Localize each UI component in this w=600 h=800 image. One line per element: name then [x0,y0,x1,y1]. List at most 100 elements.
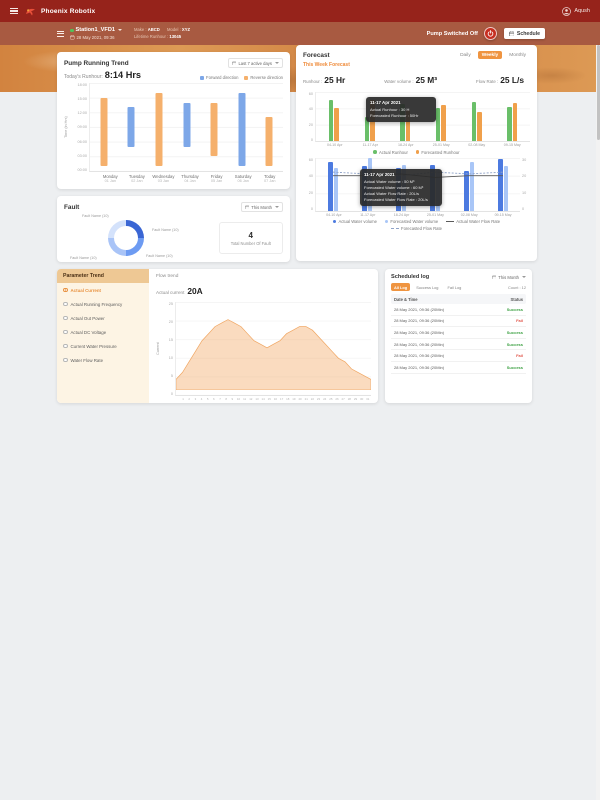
chart-bar[interactable] [328,100,334,141]
chart-bar-group[interactable] [486,158,520,211]
metric-label: Water volume : [384,79,414,84]
station-selector[interactable]: Station1_VFD1 28 May 2021, 09:36 [70,27,122,40]
pump-run-bar[interactable] [183,102,191,147]
log-datetime: 28 May 2021, 09:36 (20Min) [394,329,445,335]
legend-item: Forward direction [200,75,238,80]
runhour-chart-legend: Actual Runhour Forecasted Runhour [303,150,530,155]
range-dropdown[interactable]: This Month [491,274,526,280]
radio-icon [63,329,68,335]
y-tick-label: 09:00 [77,125,87,130]
station-online-dot [70,28,74,32]
calendar-icon [491,275,497,280]
param-item-current-water-pressure[interactable]: Current Water Pressure [57,339,149,353]
param-item-actual-running-frequency[interactable]: Actual Running Frequency [57,297,149,311]
chart-bar[interactable] [328,161,333,211]
tab-daily[interactable]: Daily [460,52,471,58]
param-item-actual-current[interactable]: Actual Current [57,283,149,297]
parameter-list-panel: Parameter Trend Actual Current Actual Run… [57,269,149,403]
range-dropdown[interactable]: Last 7 active days [227,58,283,68]
chart-day-column [255,83,283,171]
table-row: 28 May 2021, 09:36 (20Min) Success [391,362,526,374]
calendar-icon [508,31,515,37]
x-axis-labels: 04-10 Apr 11-17 Apr 18-24 Apr 25-01 May 02-0… [317,213,520,217]
log-tab-fail-log[interactable]: Fail Log [447,284,462,290]
tab-monthly[interactable]: Monthly [509,52,526,58]
model-value: XYZ [181,26,191,32]
chart-bar-group[interactable] [459,92,495,141]
y-axis-ticks: 25 20 15 10 5 0 [165,302,175,396]
param-item-water-flow-rate[interactable]: Water Flow Rate [57,353,149,367]
chart-bar[interactable] [498,159,503,211]
tab-weekly[interactable]: Weekly [477,51,503,59]
param-item-actual-dc-voltage[interactable]: Actual DC Voltage [57,325,149,339]
chart-bar[interactable] [477,112,482,141]
chart-bar[interactable] [469,161,474,211]
legend-swatch [415,150,420,154]
chart-bar[interactable] [464,170,469,211]
chart-bar[interactable] [512,103,518,141]
y-tick-label: 0 [310,137,313,142]
y-tick-label: 40 [308,174,313,179]
log-tab-success-log[interactable]: Success Log [416,284,439,290]
chart-bar[interactable] [507,106,512,141]
range-dropdown[interactable]: This Month [240,202,283,212]
chart-bar-group[interactable] [452,158,486,211]
x-axis-label: Thursday 04 Jan [181,174,199,183]
chart-bar[interactable] [441,105,446,141]
y-tick-label: 20 [308,122,313,127]
table-row: 28 May 2021, 09:36 (20Min) Success [391,339,526,351]
chart-bar[interactable] [471,101,477,141]
forecast-subtitle: This Week Forecast [303,62,350,68]
chart-bar-group[interactable] [316,92,352,141]
chart-bar[interactable] [333,168,338,211]
y-tick-label: 25 [168,302,173,306]
chart-bar[interactable] [400,104,405,141]
chart-day-column [200,83,228,171]
legend-item: Forecasted Water volume [384,219,438,224]
pump-run-bar[interactable] [238,92,246,167]
tooltip-line: Forecasted Water Flow Rate : 20L/s [364,196,428,202]
log-datetime: 28 May 2021, 09:36 (20Min) [394,318,445,324]
power-toggle-button[interactable] [483,27,497,40]
radio-icon [63,301,68,307]
x-tick-label: 10 [236,397,241,401]
x-tick-label: 13 [255,397,259,401]
donut-slice-label: Fault Name (10) [82,214,109,218]
menu-icon[interactable] [10,7,18,15]
chart-bar[interactable] [334,108,339,141]
today-runhour-value: 8:14 Hrs [104,70,142,80]
x-axis-label: 18-24 Apr [397,143,414,147]
chart-bar-group[interactable] [316,158,350,211]
pump-run-bar[interactable] [127,107,135,147]
chart-bar-group[interactable] [387,92,423,141]
chart-bar[interactable] [364,116,369,141]
lifetime-runhour-label: Lifetime Runhour : [133,33,169,39]
tooltip-line: Actual Water volume : 50 M³ [364,178,415,184]
x-axis-label: Wednesday 03 Jan [152,174,175,183]
chart-bar[interactable] [503,166,508,211]
chart-bar-group[interactable] [423,92,459,141]
pump-run-bar[interactable] [100,97,108,167]
y-tick-label: 10 [522,190,527,195]
status-badge: Fail [516,353,523,359]
chart-bar[interactable] [435,108,441,141]
chart-bar[interactable] [405,109,411,141]
pump-run-bar[interactable] [265,117,273,167]
scrollbar-thumb[interactable] [596,45,600,140]
param-item-actual-out-power[interactable]: Actual Out Power [57,311,149,325]
x-tick-label: 24 [323,397,327,401]
station-list-icon[interactable] [57,30,64,37]
pump-run-bar[interactable] [210,102,218,157]
schedule-button[interactable]: Schedule [503,28,545,39]
log-table-body: 28 May 2021, 09:36 (20Min) Success 28 May … [391,304,526,374]
forecast-card: Forecast Daily Weekly Monthly This Week Fo… [296,45,537,261]
user-name[interactable]: Aqush [574,8,590,14]
user-avatar-icon[interactable] [562,6,572,16]
pump-run-bar[interactable] [155,92,163,167]
chart-bar-group[interactable] [494,92,530,141]
calendar-icon [232,61,237,66]
legend-item: Forecasted Runhour [415,150,460,155]
donut-ring[interactable] [108,220,144,256]
log-tab-all-log[interactable]: All Log [391,283,411,291]
